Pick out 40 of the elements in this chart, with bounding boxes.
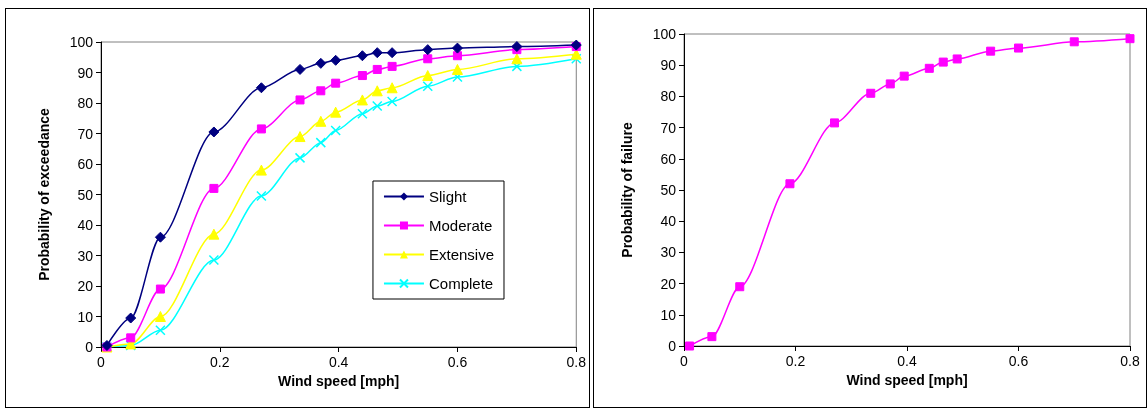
y-tick-label: 20 [77, 278, 94, 294]
legend-label: Extensive [428, 246, 495, 263]
x-tick-label: 0.2 [210, 354, 230, 370]
y-tick-label: 40 [77, 217, 94, 233]
y-axis-title: Probability of exceedance [36, 107, 52, 281]
y-tick-label: 40 [660, 213, 677, 230]
x-tick-label: 0.4 [328, 354, 349, 370]
y-tick-label: 70 [77, 125, 94, 142]
y-tick-label: 90 [77, 64, 94, 81]
y-tick-label: 100 [652, 26, 677, 42]
y-tick-label: 0 [668, 338, 677, 354]
x-tick-label: 0.2 [785, 353, 806, 369]
legend-label: Complete [428, 275, 494, 292]
x-tick-label: 0 [680, 353, 689, 369]
x-tick-label: 0.6 [447, 354, 468, 370]
x-tick-label: 0 [97, 354, 106, 370]
legend-label: Slight [428, 188, 468, 205]
y-tick-label: 20 [660, 275, 677, 292]
y-tick-label: 30 [77, 247, 94, 264]
y-tick-label: 0 [85, 339, 94, 355]
x-tick-label: 0.8 [566, 354, 587, 370]
y-axis-title: Probability of failure [619, 122, 635, 258]
y-tick-label: 90 [660, 57, 677, 74]
y-tick-label: 80 [660, 88, 677, 105]
x-axis-title: Wind speed [mph] [846, 371, 968, 388]
y-tick-label: 80 [77, 95, 94, 111]
x-tick-label: 0.8 [1120, 353, 1140, 369]
y-tick-label: 10 [77, 308, 94, 325]
y-tick-label: 60 [660, 150, 677, 167]
y-tick-label: 30 [660, 244, 677, 261]
x-tick-label: 0.6 [1008, 353, 1029, 369]
y-tick-label: 70 [660, 119, 677, 136]
x-tick-label: 0.4 [897, 353, 917, 369]
y-tick-label: 50 [77, 186, 94, 203]
x-axis-title: Wind speed [mph] [278, 372, 400, 389]
legend-label: Moderate [428, 217, 493, 234]
y-tick-label: 50 [660, 182, 677, 198]
y-tick-label: 60 [77, 156, 94, 172]
y-tick-label: 100 [69, 34, 94, 50]
y-tick-label: 10 [660, 306, 677, 323]
